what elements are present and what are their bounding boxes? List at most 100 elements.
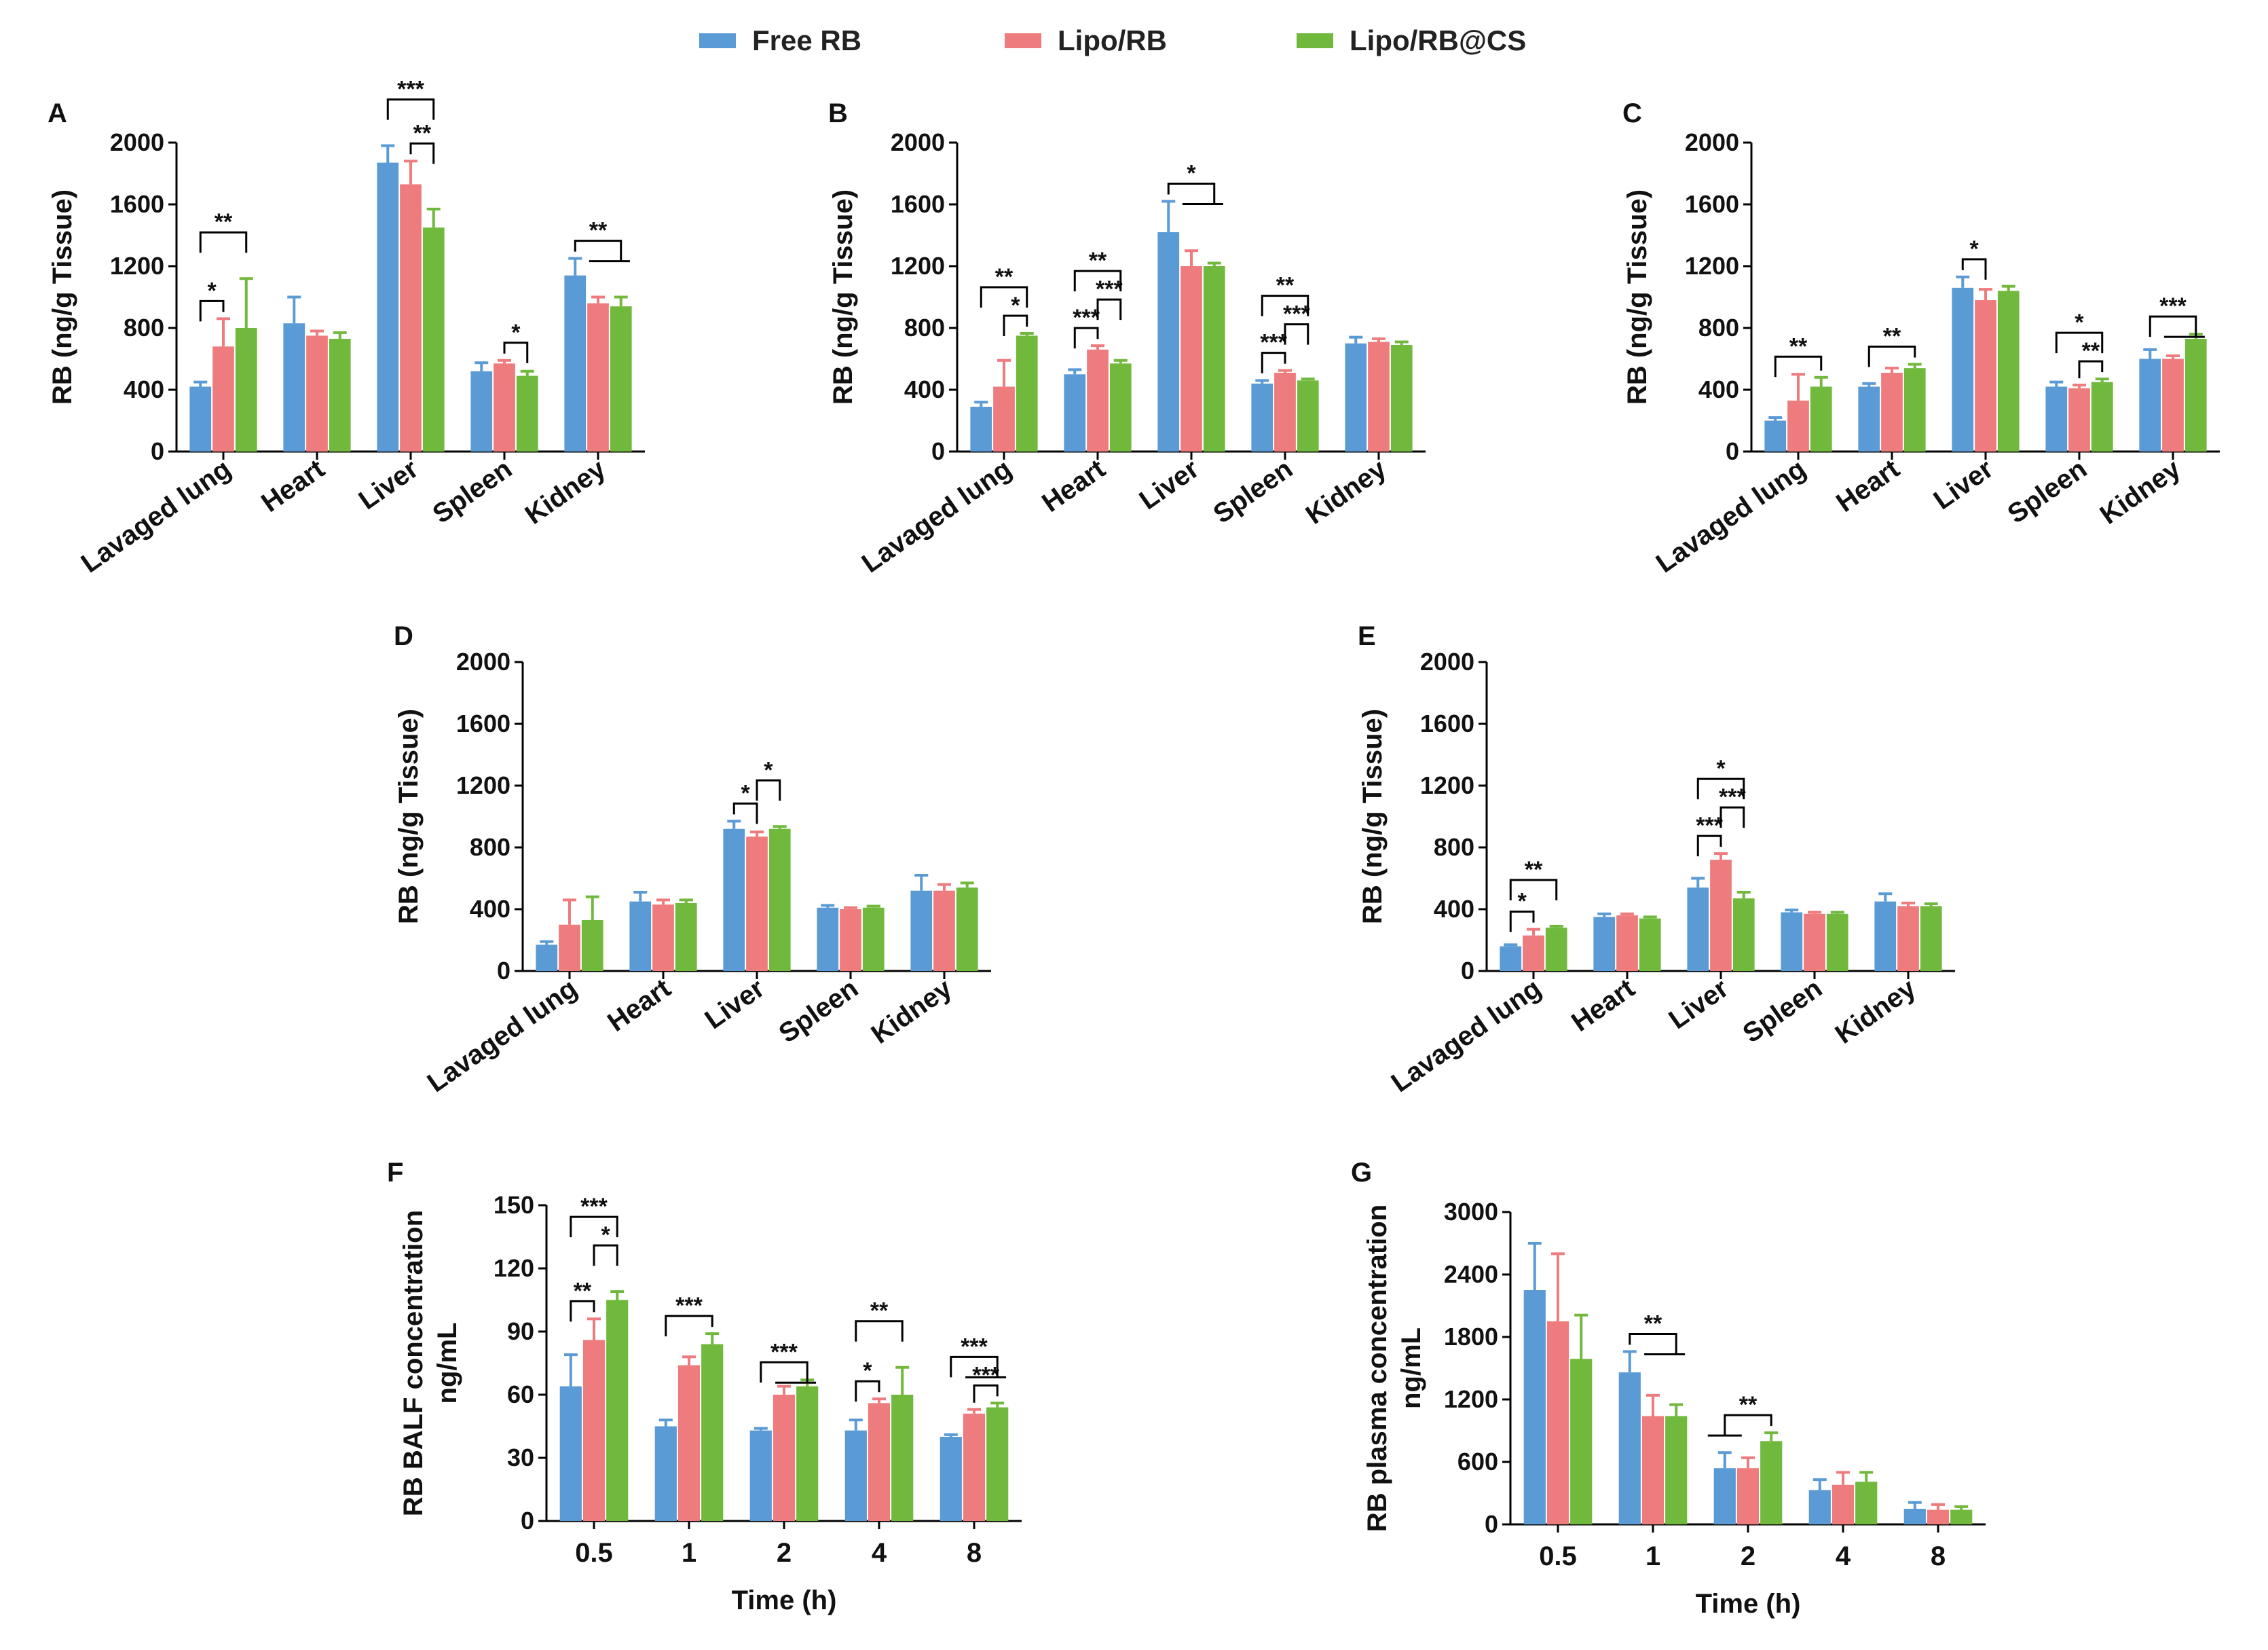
bar-f-2-1 [701, 1344, 724, 1521]
y-tick-label-f: 60 [507, 1380, 534, 1408]
sig-label-f-0: ** [574, 1278, 592, 1304]
sig-bracket-f-3 [665, 1315, 713, 1337]
sig-label-e-2: *** [1696, 813, 1723, 839]
y-tick-label-g: 1800 [1444, 1323, 1498, 1351]
bar-f-1-4 [963, 1413, 986, 1521]
legend-item-lipo-rb: Lipo/RB [1005, 20, 1167, 61]
sig-label-b-2: *** [1073, 305, 1100, 331]
bar-e-0-2 [1687, 887, 1709, 971]
bar-c-0-0 [1764, 420, 1787, 452]
legend: Free RB Lipo/RB Lipo/RB@CS [699, 20, 1582, 61]
y-tick-label-d: 1200 [456, 771, 510, 799]
sig-bracket-a-5 [574, 240, 630, 263]
bar-f-1-0 [582, 1340, 606, 1521]
bar-b-1-1 [1087, 349, 1109, 452]
bar-a-0-3 [470, 371, 493, 452]
sig-bracket-c-3 [2078, 360, 2104, 379]
bar-b-1-3 [1274, 372, 1296, 452]
y-tick-label-a: 800 [124, 314, 164, 342]
sig-bracket-b-7 [1284, 323, 1309, 345]
bar-g-0-2 [1713, 1468, 1736, 1524]
legend-item-lipo-rb-cs: Lipo/RB@CS [1297, 20, 1526, 61]
x-tick-label-f: 1 [682, 1538, 696, 1568]
bar-b-1-2 [1181, 266, 1202, 452]
bar-c-0-4 [2139, 359, 2161, 452]
bar-f-2-0 [606, 1300, 629, 1521]
bar-e-0-0 [1500, 946, 1522, 971]
sig-bracket-c-0 [1774, 355, 1823, 378]
bar-b-1-4 [1368, 342, 1390, 452]
y-tick-label-b: 2000 [891, 128, 945, 156]
panel-label-e: E [1358, 621, 1376, 651]
bar-b-2-2 [1203, 266, 1225, 452]
x-tick-label-d: Liver [700, 973, 770, 1035]
x-tick-label-b: Kidney [1301, 454, 1392, 530]
bar-c-2-1 [1903, 368, 1926, 452]
y-axis-label-a: RB (ng/g Tissue) [48, 189, 77, 405]
x-tick-label-g: 2 [1741, 1541, 1755, 1571]
bar-c-0-1 [1858, 386, 1880, 452]
sig-bracket-a-3 [386, 98, 435, 120]
sig-label-d-0: * [741, 780, 751, 806]
bar-c-1-4 [2162, 359, 2184, 452]
x-tick-label-e: Heart [1566, 973, 1640, 1038]
y-axis-unit-g: ng/mL [1396, 1327, 1426, 1409]
y-tick-label-f: 0 [521, 1507, 534, 1535]
legend-swatch-lipo-rb [1005, 33, 1041, 48]
sig-label-d-1: * [764, 757, 773, 783]
bar-b-0-3 [1251, 383, 1274, 452]
bar-e-2-1 [1639, 918, 1661, 971]
bar-f-0-1 [654, 1426, 677, 1521]
x-tick-label-f: 4 [872, 1538, 887, 1568]
bar-a-1-4 [587, 303, 609, 452]
chart-panel-e: E RB (ng/g Tissue) 0 400 800 1200 1600 2000 Lava… [1358, 621, 1955, 1098]
sig-label-f-8: *** [961, 1334, 988, 1359]
x-tick-label-e: Liver [1664, 973, 1734, 1035]
legend-swatch-lipo-rb-cs [1297, 33, 1333, 48]
bar-a-1-2 [400, 184, 422, 452]
y-tick-label-b: 1600 [891, 190, 945, 218]
y-axis-label-c: RB (ng/g Tissue) [1622, 189, 1652, 405]
x-tick-label-d: Lavaged lung [422, 973, 582, 1098]
x-tick-label-f: 8 [967, 1538, 982, 1568]
bar-a-0-2 [377, 162, 399, 452]
x-tick-label-c: Heart [1831, 454, 1905, 518]
x-tick-label-b: Lavaged lung [857, 454, 1017, 579]
sig-label-a-1: ** [215, 209, 233, 235]
panel-label-c: C [1622, 98, 1642, 128]
x-tick-label-d: Heart [602, 973, 676, 1038]
bar-d-2-1 [675, 902, 697, 971]
bar-d-0-4 [910, 890, 933, 971]
sig-label-b-6: *** [1260, 330, 1287, 356]
bar-c-2-0 [1810, 386, 1832, 452]
y-tick-label-e: 800 [1434, 833, 1474, 861]
x-tick-label-e: Spleen [1737, 973, 1827, 1048]
bar-e-1-3 [1804, 913, 1825, 971]
bar-a-2-0 [235, 328, 257, 452]
bar-g-2-0 [1570, 1359, 1593, 1524]
bar-c-1-0 [1787, 400, 1809, 452]
sig-bracket-g-0 [1629, 1332, 1686, 1355]
y-tick-label-e: 0 [1461, 957, 1474, 985]
bar-f-1-1 [677, 1365, 701, 1521]
bar-a-0-0 [189, 386, 212, 452]
chart-panel-g: GRB plasma concentration ng/mL06001200180… [1351, 1158, 1986, 1619]
x-tick-label-a: Lavaged lung [76, 454, 236, 579]
x-tick-label-g: 8 [1931, 1541, 1946, 1571]
sig-label-b-1: ** [995, 264, 1014, 290]
y-tick-label-a: 2000 [110, 128, 164, 156]
bar-f-0-0 [559, 1386, 582, 1521]
bar-e-0-1 [1593, 917, 1616, 971]
sig-bracket-d-0 [732, 802, 758, 824]
x-tick-label-b: Spleen [1208, 454, 1298, 529]
bar-g-2-4 [1950, 1509, 1973, 1524]
bar-b-2-4 [1390, 345, 1413, 452]
sig-bracket-c-2 [1961, 258, 1987, 280]
sig-bracket-b-5 [1167, 182, 1223, 205]
sig-bracket-g-1 [1707, 1414, 1772, 1437]
bar-f-1-2 [773, 1395, 796, 1521]
bar-e-2-3 [1826, 913, 1848, 971]
x-tick-label-a: Heart [256, 454, 330, 518]
bar-d-1-2 [746, 837, 768, 971]
y-tick-label-a: 1600 [110, 190, 164, 218]
